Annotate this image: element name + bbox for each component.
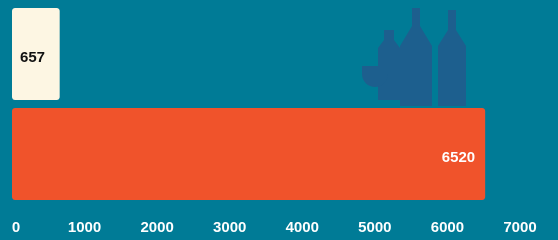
chart: 0 1000 2000 3000 4000 5000 6000 7000 657 6520 (0, 0, 558, 240)
value-label: 6520 (442, 149, 475, 166)
bar (12, 108, 485, 200)
x-tick-label: 3000 (213, 219, 246, 236)
x-tick-label: 0 (12, 219, 20, 236)
x-tick-label: 5000 (358, 219, 391, 236)
x-tick-label: 4000 (286, 219, 319, 236)
x-tick-label: 2000 (140, 219, 173, 236)
x-tick-label: 7000 (503, 219, 536, 236)
page: 010002000300040005000600070006576520 (()… (0, 0, 558, 240)
x-tick-label: 6000 (431, 219, 464, 236)
x-tick-label: 1000 (68, 219, 101, 236)
value-label: 657 (20, 49, 45, 66)
